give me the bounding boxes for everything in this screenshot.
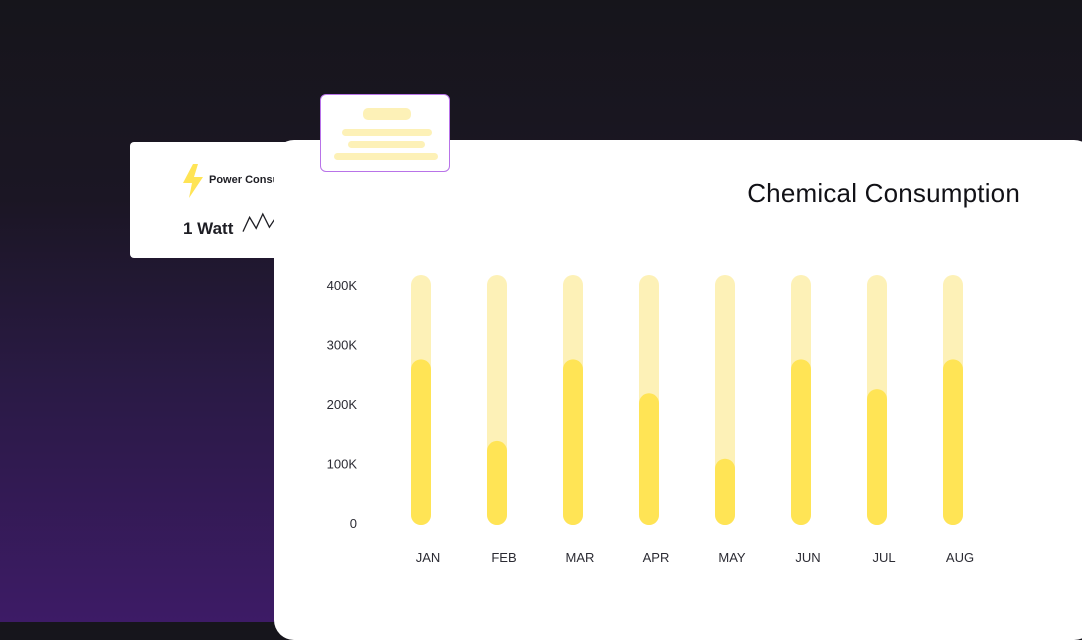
x-tick-label: JAN xyxy=(416,550,441,565)
y-tick-label: 100K xyxy=(327,457,358,472)
x-tick-label: JUN xyxy=(795,550,820,565)
x-tick-label: MAR xyxy=(566,550,595,565)
chemical-consumption-chart: 0 100K 200K 300K 400K JAN FEB MAR APR MAY JUN JUL AU… xyxy=(327,275,974,565)
lightning-bolt-icon xyxy=(183,164,203,198)
x-tick-label: FEB xyxy=(491,550,516,565)
x-tick-label: JUL xyxy=(872,550,895,565)
placeholder-text-card xyxy=(320,94,450,172)
placeholder-line xyxy=(363,108,411,120)
placeholder-line xyxy=(342,129,432,136)
bar[interactable] xyxy=(791,359,811,525)
x-tick-label: MAY xyxy=(718,550,746,565)
bar[interactable] xyxy=(411,359,431,525)
y-tick-label: 400K xyxy=(327,278,358,293)
bar[interactable] xyxy=(487,440,507,525)
power-consumption-value: 1 Watt xyxy=(183,219,234,238)
bar[interactable] xyxy=(867,389,887,525)
x-tick-label: AUG xyxy=(946,550,974,565)
y-tick-label: 0 xyxy=(350,516,357,531)
bar[interactable] xyxy=(715,458,735,525)
chart-title: Chemical Consumption xyxy=(747,178,1020,208)
placeholder-line xyxy=(348,141,425,148)
bar[interactable] xyxy=(563,359,583,525)
placeholder-line xyxy=(334,153,438,160)
bar[interactable] xyxy=(943,359,963,525)
y-tick-label: 300K xyxy=(327,338,358,353)
bar[interactable] xyxy=(639,393,659,525)
y-tick-label: 200K xyxy=(327,397,358,412)
x-tick-label: APR xyxy=(643,550,670,565)
